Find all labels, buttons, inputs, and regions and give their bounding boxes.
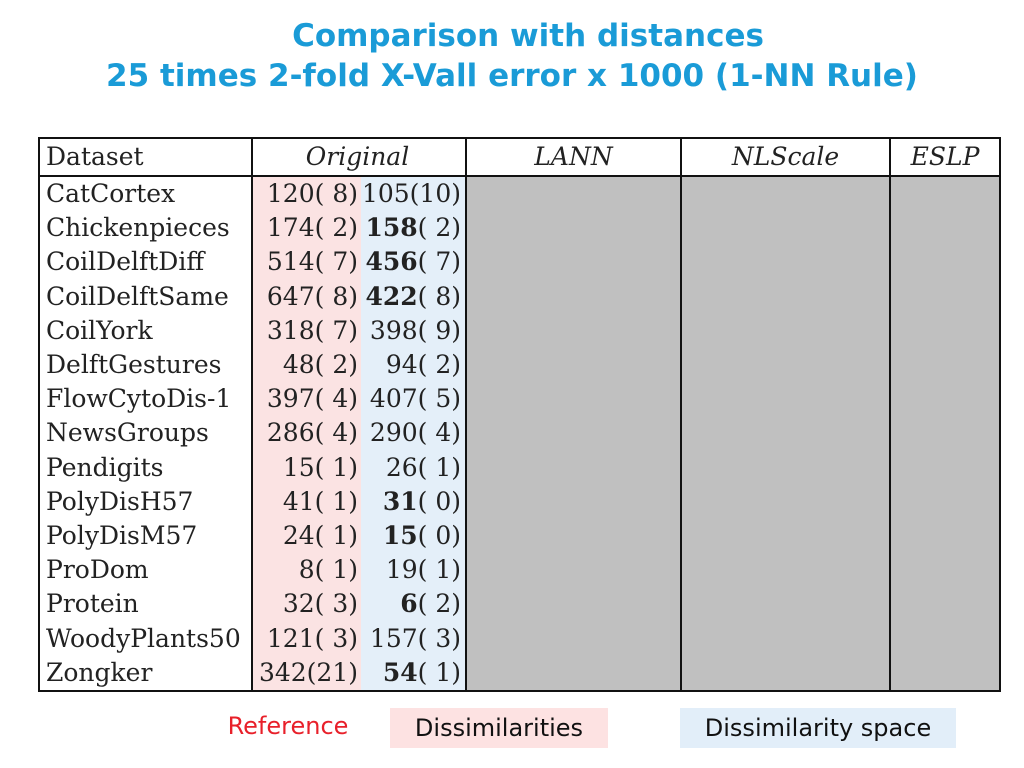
table-row: ProDom 8( 1) 19( 1) (39, 553, 1000, 588)
table-header-row: Dataset Original LANN NLScale ESLP (39, 138, 1000, 177)
original-error-cell: 48( 2) (252, 347, 361, 383)
original-error-cell: 15( 1) (252, 450, 361, 485)
original-error-cell: 342(21) (252, 655, 361, 691)
best-value: 158 (365, 213, 418, 243)
dissimilarity-error-cell: 157( 3) (360, 621, 468, 656)
table-body: CatCortex 120( 8) 105(10) Chickenpieces 174(… (39, 176, 1000, 691)
dissimilarity-error-cell: 158( 2) (360, 211, 468, 246)
dissimilarity-error-cell: 456( 7) (360, 245, 468, 280)
table-row: FlowCytoDis-1 397( 4) 407( 5) (39, 382, 1000, 417)
best-value: 456 (365, 247, 418, 277)
error-value: ( 0) (417, 520, 461, 550)
dataset-name-cell: PolyDisM57 (39, 518, 253, 554)
table-row: Chickenpieces 174( 2) 158( 2) (39, 211, 1000, 246)
dataset-name-cell: CoilDelftSame (39, 279, 253, 314)
dataset-name-cell: Protein (39, 587, 253, 622)
dissimilarity-error-cell: 31( 0) (360, 484, 468, 519)
original-error-cell: 121( 3) (252, 621, 361, 656)
table-row: CatCortex 120( 8) 105(10) (39, 176, 1000, 691)
error-value: ( 2) (417, 213, 461, 243)
dataset-name-cell: ProDom (39, 553, 253, 588)
nlscale-masked-column (681, 176, 891, 691)
best-value: 6 (400, 589, 418, 619)
header-original: Original (252, 138, 467, 177)
table-row: PolyDisH57 41( 1) 31( 0) (39, 484, 1000, 519)
header-nlscale: NLScale (681, 138, 891, 177)
table-row: Pendigits 15( 1) 26( 1) (39, 450, 1000, 485)
table-row: WoodyPlants50 121( 3) 157( 3) (39, 621, 1000, 656)
original-error-cell: 514( 7) (252, 245, 361, 280)
table-row: DelftGestures 48( 2) 94( 2) (39, 347, 1000, 383)
legend-dissimilarities: Dissimilarities (390, 708, 608, 748)
original-error-cell: 8( 1) (252, 553, 361, 588)
best-value: 15 (382, 520, 418, 550)
error-value: 26( 1) (385, 452, 461, 482)
dataset-name-cell: WoodyPlants50 (39, 621, 253, 656)
dissimilarity-error-cell: 398( 9) (360, 313, 468, 348)
dataset-name-cell: CoilYork (39, 313, 253, 348)
dissimilarity-error-cell: 94( 2) (360, 347, 468, 383)
original-error-cell: 647( 8) (252, 279, 361, 314)
best-value: 31 (382, 486, 418, 516)
results-table: Dataset Original LANN NLScale ESLP CatCo… (38, 137, 1001, 692)
dataset-name-cell: CoilDelftDiff (39, 245, 253, 280)
original-error-cell: 32( 3) (252, 587, 361, 622)
error-value: ( 0) (417, 486, 461, 516)
error-value: ( 2) (417, 589, 461, 619)
error-value: 398( 9) (369, 315, 461, 345)
table-row: CoilDelftSame 647( 8) 422( 8) (39, 279, 1000, 314)
original-error-cell: 24( 1) (252, 518, 361, 554)
dissimilarity-error-cell: 15( 0) (360, 518, 468, 554)
eslp-masked-column (890, 176, 1000, 691)
slide-subtitle: 25 times 2-fold X-Vall error x 1000 (1-N… (106, 58, 918, 94)
dataset-name-cell: FlowCytoDis-1 (39, 382, 253, 417)
best-value: 54 (382, 657, 418, 687)
table-row: Protein 32( 3) 6( 2) (39, 587, 1000, 622)
error-value: ( 8) (417, 281, 461, 311)
error-value: ( 7) (417, 247, 461, 277)
original-error-cell: 318( 7) (252, 313, 361, 348)
dissimilarity-error-cell: 19( 1) (360, 553, 468, 588)
dataset-name-cell: CatCortex (39, 176, 253, 212)
original-error-cell: 174( 2) (252, 211, 361, 246)
original-error-cell: 120( 8) (252, 176, 361, 212)
dataset-name-cell: NewsGroups (39, 416, 253, 451)
table-row: CoilDelftDiff 514( 7) 456( 7) (39, 245, 1000, 280)
table-row: CoilYork 318( 7) 398( 9) (39, 313, 1000, 348)
legend-dissimilarity-space: Dissimilarity space (680, 708, 956, 748)
error-value: 94( 2) (385, 350, 461, 380)
table-row: NewsGroups 286( 4) 290( 4) (39, 416, 1000, 451)
original-error-cell: 286( 4) (252, 416, 361, 451)
dissimilarity-error-cell: 422( 8) (360, 279, 468, 314)
header-eslp: ESLP (890, 138, 1000, 177)
dissimilarity-error-cell: 105(10) (360, 176, 468, 212)
table-row: Zongker 342(21) 54( 1) (39, 655, 1000, 691)
error-value: 290( 4) (369, 418, 461, 448)
dataset-name-cell: DelftGestures (39, 347, 253, 383)
slide-title: Comparison with distances (292, 18, 764, 54)
dataset-name-cell: Pendigits (39, 450, 253, 485)
dissimilarity-error-cell: 6( 2) (360, 587, 468, 622)
header-lann: LANN (466, 138, 682, 177)
lann-masked-column (466, 176, 682, 691)
header-dataset: Dataset (39, 138, 253, 177)
error-value: 157( 3) (369, 623, 461, 653)
error-value: ( 1) (417, 657, 461, 687)
dissimilarity-error-cell: 290( 4) (360, 416, 468, 451)
best-value: 422 (365, 281, 418, 311)
dissimilarity-error-cell: 26( 1) (360, 450, 468, 485)
legend-reference: Reference (227, 712, 349, 740)
original-error-cell: 397( 4) (252, 382, 361, 417)
dataset-name-cell: PolyDisH57 (39, 484, 253, 519)
error-value: 105(10) (361, 179, 461, 209)
dataset-name-cell: Zongker (39, 655, 253, 691)
dissimilarity-error-cell: 54( 1) (360, 655, 468, 691)
table-row: PolyDisM57 24( 1) 15( 0) (39, 518, 1000, 554)
dissimilarity-error-cell: 407( 5) (360, 382, 468, 417)
dataset-name-cell: Chickenpieces (39, 211, 253, 246)
error-value: 19( 1) (385, 555, 461, 585)
error-value: 407( 5) (369, 384, 461, 414)
original-error-cell: 41( 1) (252, 484, 361, 519)
